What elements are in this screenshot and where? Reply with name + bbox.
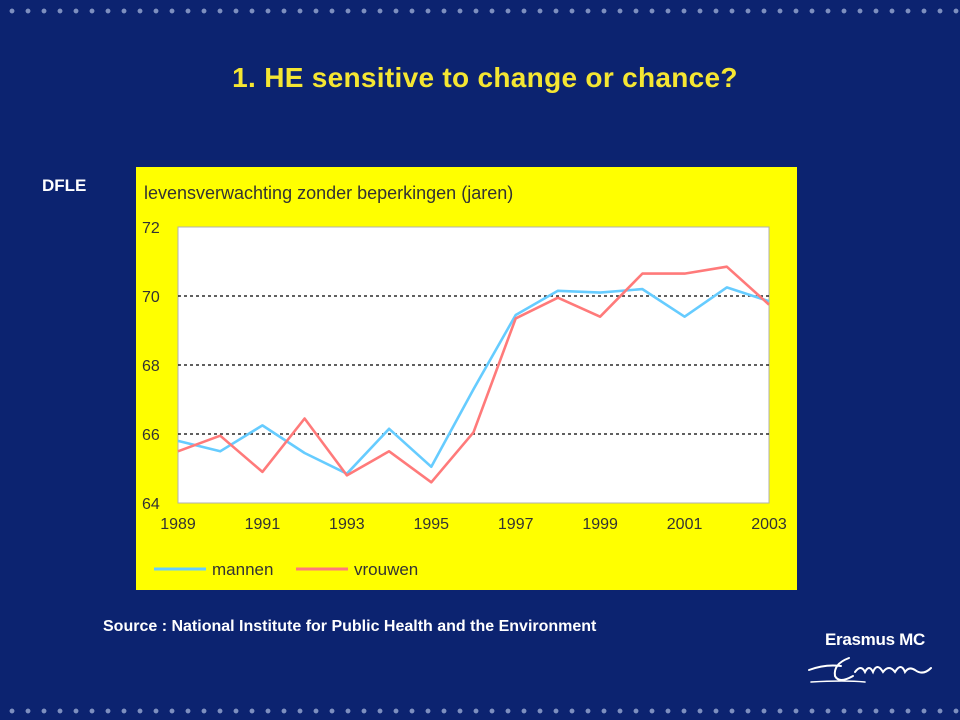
x-tick-label: 1989 <box>160 516 196 533</box>
series-line-mannen <box>177 286 770 476</box>
x-tick-label: 2003 <box>751 516 787 533</box>
line-chart: levensverwachting zonder beperkingen (ja… <box>142 183 787 579</box>
x-tick-label: 1991 <box>245 516 281 533</box>
chart-panel: levensverwachting zonder beperkingen (ja… <box>136 167 797 590</box>
source-note: Source : National Institute for Public H… <box>103 618 597 635</box>
y-tick-label: 64 <box>142 496 160 513</box>
erasmus-signature-icon <box>808 657 932 683</box>
chart-title: levensverwachting zonder beperkingen (ja… <box>144 183 513 203</box>
erasmus-mc-logo: Erasmus MC <box>805 628 945 690</box>
x-tick-label: 1997 <box>498 516 534 533</box>
dfle-label: DFLE <box>42 176 87 195</box>
x-tick-label: 1993 <box>329 516 365 533</box>
x-tick-label: 2001 <box>667 516 703 533</box>
bottom-dot-border <box>0 706 960 716</box>
logo-wordmark: Erasmus MC <box>825 630 925 649</box>
y-tick-label: 72 <box>142 220 160 237</box>
top-dot-border <box>0 6 960 16</box>
x-tick-label: 1995 <box>413 516 449 533</box>
slide-title: 1. HE sensitive to change or chance? <box>232 62 738 93</box>
series-line-vrouwen <box>177 265 770 484</box>
y-tick-label: 70 <box>142 289 160 306</box>
x-tick-label: 1999 <box>582 516 618 533</box>
legend-label-vrouwen: vrouwen <box>354 560 418 579</box>
legend-label-mannen: mannen <box>212 560 273 579</box>
y-tick-label: 68 <box>142 358 160 375</box>
y-tick-label: 66 <box>142 427 160 444</box>
